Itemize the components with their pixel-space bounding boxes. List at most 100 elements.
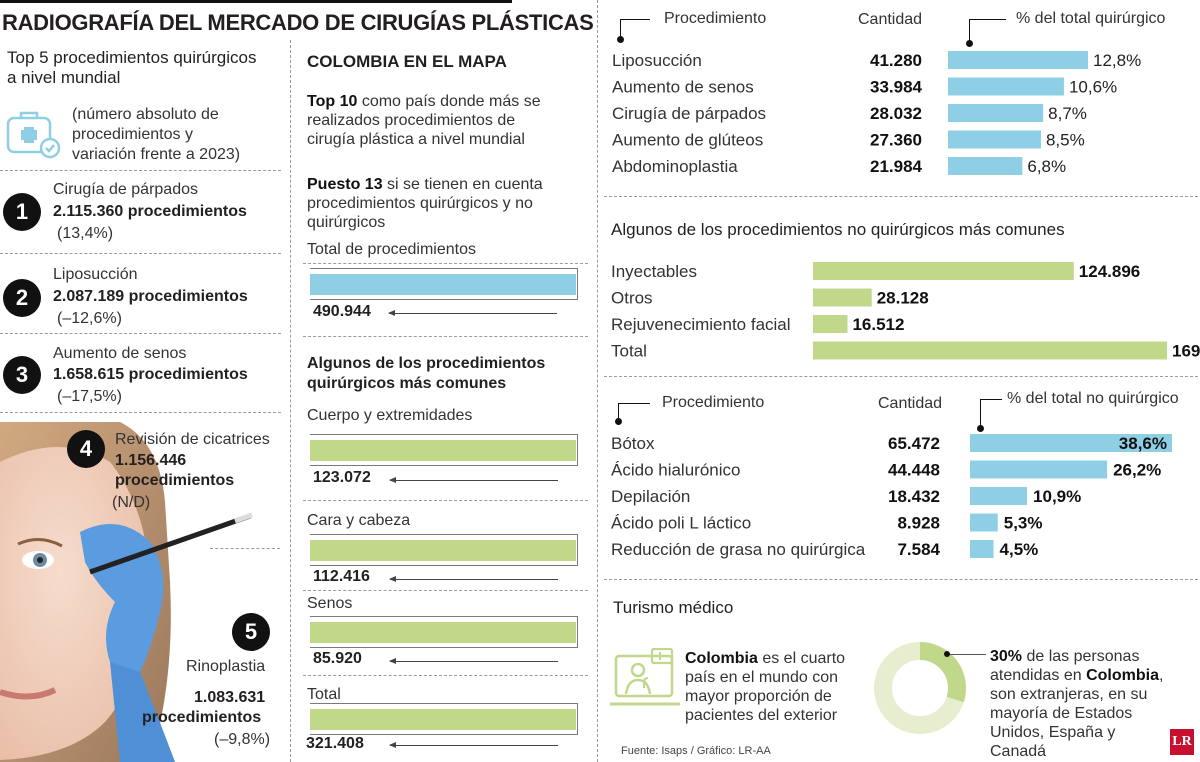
bar <box>948 77 1064 96</box>
top5-item-change: (13,4%) <box>57 225 114 242</box>
top5-item-count: 1.658.615 procedimientos <box>53 366 248 383</box>
bar-category-label: Aumento de glúteos <box>612 131 763 150</box>
top5-item-change: (N/D) <box>112 494 151 511</box>
bar <box>970 513 998 532</box>
turismo-pct-text: 30% de las personas atendidas en Colombi… <box>990 648 1164 760</box>
common-label: Cara y cabeza <box>307 512 411 529</box>
header-dot <box>966 40 973 47</box>
bar-value-label: 16.512 <box>852 315 904 334</box>
foreign-patients-donut <box>874 642 966 734</box>
col-quantity: Cantidad <box>858 11 923 28</box>
common-surgical-heading: Algunos de los procedimientos quirúrgico… <box>307 355 546 392</box>
divider <box>0 412 281 413</box>
header-bracket <box>620 19 650 39</box>
bar-percent-label: 38,6% <box>1119 434 1167 453</box>
top5-item-count: 2.087.189 procedimientos <box>53 288 248 305</box>
bar-percent-label: 26,2% <box>1113 461 1161 480</box>
page-title: RADIOGRAFÍA DEL MERCADO DE CIRUGÍAS PLÁS… <box>2 10 594 35</box>
arrow-icon <box>389 658 558 664</box>
divider <box>604 196 1198 197</box>
bar-value-label: 41.280 <box>870 51 922 70</box>
common-label: Total <box>307 686 341 703</box>
bar <box>948 104 1044 122</box>
source-note: Fuente: Isaps / Gráfico: LR-AA <box>621 745 771 757</box>
bar-category-label: Ácido hialurónico <box>611 461 740 480</box>
colombia-top10: Top 10 como país donde más se realizados… <box>307 93 541 148</box>
divider <box>604 579 1198 580</box>
colombia-puesto: Puesto 13 si se tienen en cuenta procedi… <box>307 176 543 231</box>
nonsurgical-heading: Algunos de los procedimientos no quirúrg… <box>611 220 1065 239</box>
bar-category-label: Rejuvenecimiento facial <box>611 315 791 334</box>
bar <box>970 460 1108 479</box>
bar <box>970 487 1028 505</box>
bar-percent-label: 4,5% <box>1000 540 1039 559</box>
col-procedure: Procedimiento <box>662 394 765 411</box>
common-frame <box>310 534 578 566</box>
column-divider <box>290 40 291 762</box>
top5-item-count-unit: procedimientos <box>115 472 235 489</box>
bar <box>948 130 1041 149</box>
bar-value-label: 21.984 <box>870 157 923 176</box>
common-bar <box>310 622 576 643</box>
bar-value-label: 18.432 <box>888 487 940 506</box>
total-procedures-bar <box>310 274 576 295</box>
doctor-laptop-icon <box>608 647 682 716</box>
bar-value-label: 33.984 <box>870 78 923 97</box>
bar-category-label: Reducción de grasa no quirúrgica <box>611 540 866 559</box>
divider <box>303 500 588 501</box>
header-dot <box>615 418 622 425</box>
bar <box>813 262 1074 280</box>
common-frame <box>310 703 578 735</box>
title-rule <box>0 0 512 3</box>
rank-badge: 3 <box>3 356 41 394</box>
top5-item-change: (–9,8%) <box>214 731 271 748</box>
rank-badge: 1 <box>3 193 41 231</box>
bar-percent-label: 10,6% <box>1069 78 1117 97</box>
top5-item-count: 1.156.446 <box>115 452 187 469</box>
bar-percent-label: 12,8% <box>1093 51 1141 70</box>
bar-value-label: 65.472 <box>888 434 940 453</box>
face-photo <box>0 422 270 762</box>
donut-slice <box>919 642 966 703</box>
bar-percent-label: 6,8% <box>1027 157 1066 176</box>
bar-value-label: 169.536 <box>1172 342 1200 361</box>
bar-value-label: 27.360 <box>870 131 922 150</box>
bar <box>948 51 1088 69</box>
divider <box>303 675 588 676</box>
medical-kit-icon <box>4 104 64 160</box>
bar-value-label: 7.584 <box>897 540 940 559</box>
colombia-heading: COLOMBIA EN EL MAPA <box>307 52 507 71</box>
common-bar <box>310 540 576 561</box>
top5-item-count-unit: procedimientos <box>142 709 262 726</box>
nonsurgical-chart: Inyectables 124.896 Otros 28.128 Rejuvenecim… <box>611 262 1200 361</box>
divider <box>303 336 588 337</box>
divider <box>0 333 281 334</box>
top5-note: (número absoluto de procedimientos y var… <box>72 106 241 163</box>
nonsurgical-pct-chart: Bótox 65.472 38,6% Ácido hialurónico 44.448 2… <box>611 434 1172 559</box>
bar <box>970 540 994 558</box>
common-frame <box>310 434 578 466</box>
leader-dot <box>944 651 950 657</box>
top5-item-change: (–17,5%) <box>57 388 122 405</box>
top5-item-name: Cirugía de párpados <box>53 181 198 198</box>
total-procedures-value: 490.944 <box>313 303 371 320</box>
bar-value-label: 28.128 <box>877 289 929 308</box>
header-dot <box>617 36 624 43</box>
bar-category-label: Liposucción <box>612 51 702 70</box>
common-value: 85.920 <box>313 650 362 667</box>
bar-percent-label: 8,5% <box>1046 131 1085 150</box>
bar-percent-label: 5,3% <box>1004 514 1043 533</box>
bar-category-label: Depilación <box>611 487 690 506</box>
col-quantity: Cantidad <box>878 395 943 412</box>
common-bar <box>310 709 576 730</box>
bar <box>813 315 848 333</box>
top5-item-name: Revisión de cicatrices <box>115 431 270 448</box>
bar-value-label: 8.928 <box>897 514 940 533</box>
common-frame <box>310 616 578 648</box>
common-bar <box>310 440 576 461</box>
bar <box>970 434 1172 452</box>
top5-item-name: Aumento de senos <box>53 345 187 362</box>
bar-category-label: Cirugía de párpados <box>612 104 766 123</box>
bar-value-label: 44.448 <box>888 461 940 480</box>
bar-percent-label: 10,9% <box>1033 487 1081 506</box>
